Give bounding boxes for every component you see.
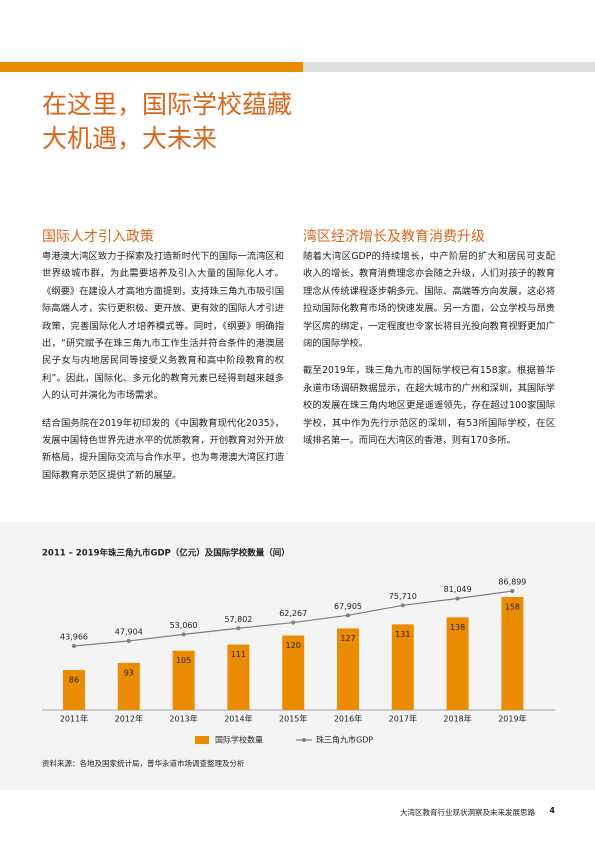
x-tick-label: 2014年 bbox=[224, 714, 252, 724]
page-title: 在这里，国际学校蕴藏 大机遇，大未来 bbox=[42, 88, 292, 156]
bar-label: 120 bbox=[286, 641, 301, 650]
point bbox=[455, 596, 460, 601]
point-label: 53,060 bbox=[170, 621, 198, 630]
legend-label: 国际学校数量 bbox=[215, 735, 263, 745]
paragraph: 随着大湾区GDP的持续增长，中产阶层的扩大和居民可支配收入的增长，教育消费理念亦… bbox=[303, 251, 555, 350]
legend-swatch bbox=[302, 738, 306, 742]
section-body: 随着大湾区GDP的持续增长，中产阶层的扩大和居民可支配收入的增长，教育消费理念亦… bbox=[303, 248, 555, 459]
section-body: 粤港澳大湾区致力于探索及打造新时代下的国际一流湾区和世界级城市群，为此需要培养及… bbox=[42, 248, 284, 494]
bar bbox=[117, 662, 140, 710]
point bbox=[181, 632, 186, 637]
point-label: 43,966 bbox=[60, 633, 88, 642]
bar bbox=[391, 624, 414, 710]
legend-label: 珠三角九市GDP bbox=[316, 735, 373, 745]
source: 资料来源：各地及国家统计局，普华永道市场调查整理及分析 bbox=[42, 758, 245, 768]
point bbox=[400, 603, 405, 608]
legend-swatch bbox=[195, 736, 209, 744]
x-tick-label: 2015年 bbox=[279, 714, 307, 724]
point-label: 67,905 bbox=[334, 602, 362, 611]
bar bbox=[337, 628, 359, 710]
point-label: 81,049 bbox=[444, 585, 472, 594]
bar-label: 105 bbox=[176, 656, 191, 665]
point-label: 62,267 bbox=[279, 609, 307, 618]
footer-text: 大湾区教育行业现状洞察及未来发展思路 bbox=[400, 808, 535, 817]
x-tick-label: 2017年 bbox=[389, 714, 417, 724]
bar-label: 158 bbox=[505, 603, 520, 612]
point-label: 86,899 bbox=[498, 578, 526, 587]
paragraph: 粤港澳大湾区致力于探索及打造新时代下的国际一流湾区和世界级城市群，为此需要培养及… bbox=[42, 251, 284, 402]
bar bbox=[446, 617, 469, 710]
chart-title: 2011 – 2019年珠三角九市GDP（亿元）及国际学校数量（间） bbox=[42, 548, 290, 559]
point bbox=[126, 638, 131, 643]
point bbox=[72, 644, 76, 648]
x-tick-label: 2012年 bbox=[115, 714, 143, 724]
point bbox=[510, 589, 515, 593]
x-tick-label: 2013年 bbox=[169, 714, 197, 724]
bar-label: 86 bbox=[69, 676, 79, 685]
bar bbox=[63, 670, 85, 710]
point-label: 47,904 bbox=[115, 627, 143, 636]
paragraph: 截至2019年，珠三角九市的国际学校已有158家。根据普华永道市场调研数据显示，… bbox=[303, 365, 555, 447]
bar bbox=[282, 635, 305, 710]
point bbox=[236, 626, 241, 631]
x-tick-label: 2011年 bbox=[60, 714, 88, 724]
bar bbox=[227, 644, 250, 710]
section-heading: 湾区经济增长及教育消费升级 bbox=[303, 229, 485, 245]
bar-label: 93 bbox=[124, 668, 134, 677]
section-heading: 国际人才引入政策 bbox=[42, 229, 154, 245]
paragraph: 结合国务院在2019年初印发的《中国教育现代化2035》，发展中国特色世界先进水… bbox=[42, 417, 284, 481]
title-line: 大机遇，大未来 bbox=[42, 124, 218, 153]
bar bbox=[501, 597, 524, 710]
point bbox=[346, 613, 350, 618]
bar-label: 111 bbox=[231, 650, 246, 659]
point bbox=[291, 620, 296, 625]
title-line: 在这里，国际学校蕴藏 bbox=[42, 90, 293, 119]
point-label: 75,710 bbox=[389, 592, 417, 601]
x-tick-label: 2019年 bbox=[498, 714, 526, 724]
x-tick-label: 2018年 bbox=[443, 714, 471, 724]
bar-label: 127 bbox=[340, 634, 355, 643]
bar bbox=[172, 650, 195, 710]
bar-label: 138 bbox=[450, 623, 465, 632]
x-tick-label: 2016年 bbox=[334, 714, 362, 724]
top-band-accent bbox=[0, 62, 303, 72]
bar-label: 131 bbox=[395, 630, 410, 639]
page-number: 4 bbox=[549, 806, 555, 815]
point-label: 57,802 bbox=[224, 615, 252, 624]
